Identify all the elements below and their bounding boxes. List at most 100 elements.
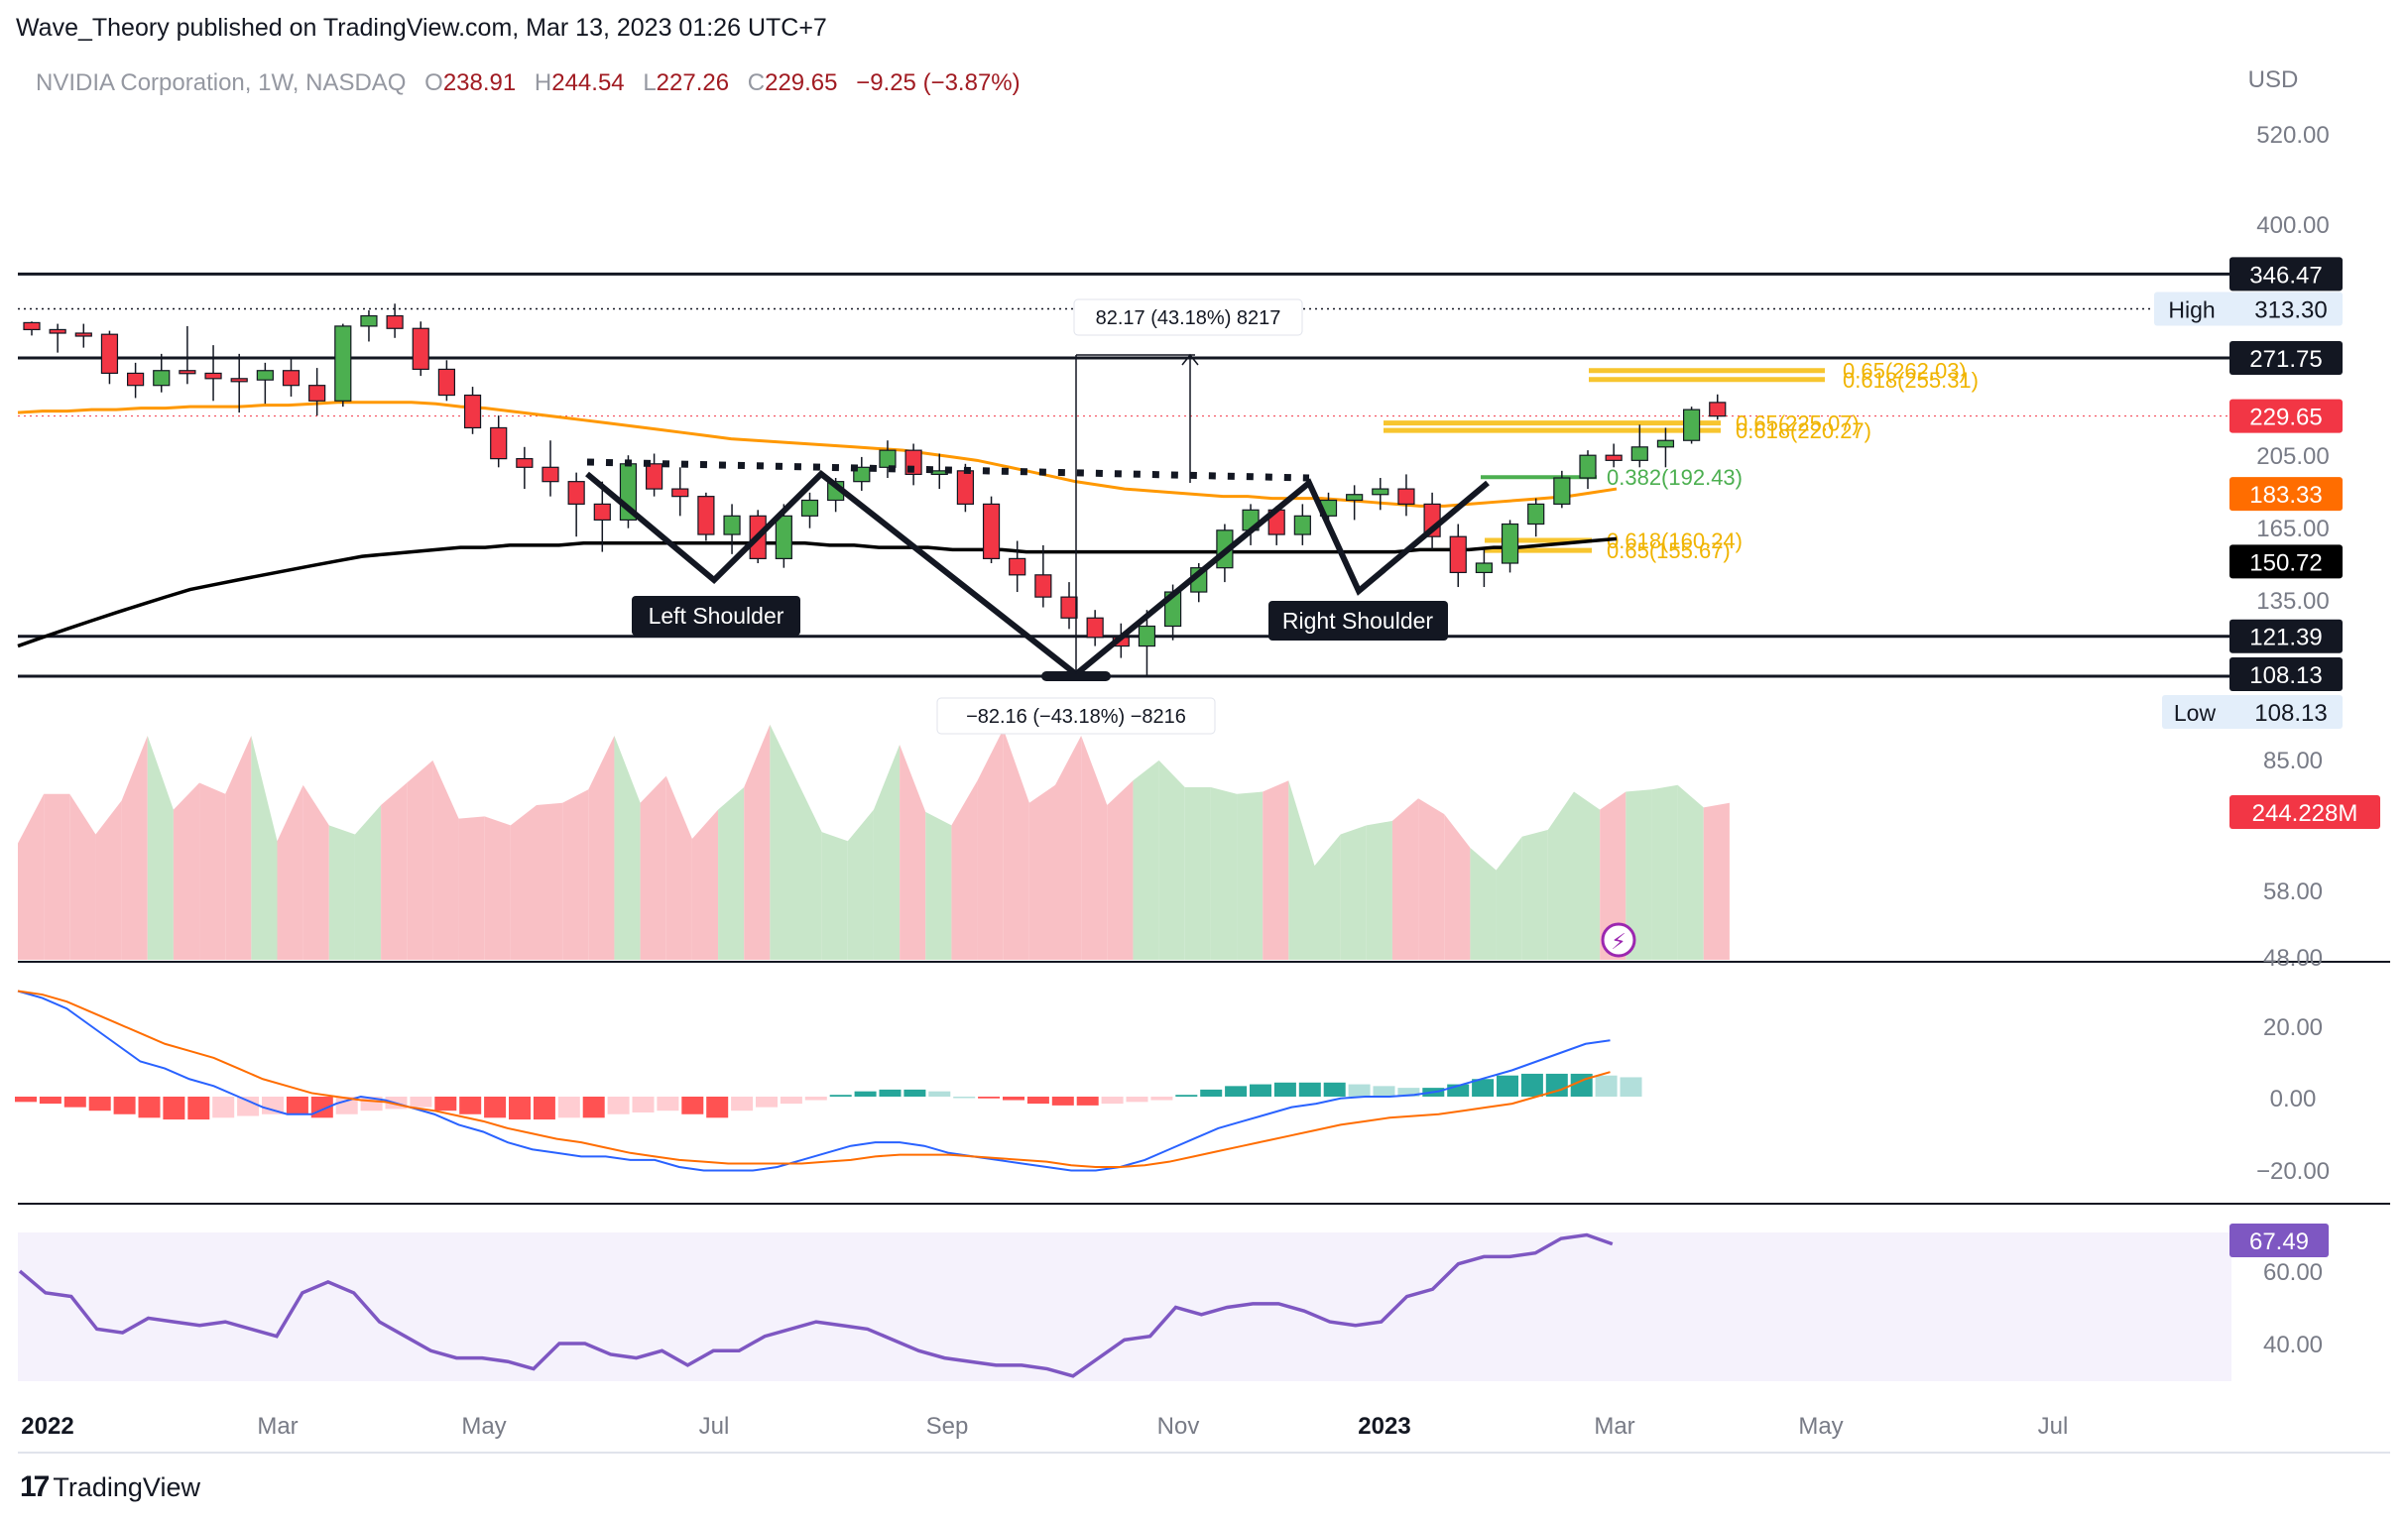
volume-alert-icon-glyph: ⚡ [1611, 930, 1625, 955]
macd-histogram-bar [756, 1097, 778, 1108]
fib-label: 0.65(262.03) [1843, 359, 1967, 384]
price-tag [2229, 399, 2343, 433]
macd-histogram-bar [1397, 1088, 1420, 1097]
level-badge-label: 108.13 [2249, 662, 2322, 689]
volume-segment [1677, 784, 1704, 960]
low-value: 227.26 [656, 69, 730, 96]
volume-segment [821, 832, 848, 960]
volume-segment [614, 736, 641, 960]
candle-body [100, 333, 119, 375]
volume-segment [1444, 814, 1471, 960]
volume-segment [407, 760, 433, 960]
macd-line [17, 990, 1611, 1172]
candle-body [179, 370, 196, 375]
volume-segment [510, 805, 537, 960]
measure-down-label: −82.16 (−43.18%) −8216 [966, 706, 1186, 728]
change-value: −9.25 (−3.87%) [856, 69, 1021, 96]
fibonacci-levels: 0.65(262.03)0.618(255.31)0.65(225.07)0.6… [1384, 359, 1979, 563]
candle-body [1060, 596, 1078, 619]
time-tick: Sep [926, 1413, 969, 1440]
macd-histogram-bar [829, 1095, 852, 1097]
candle-body [723, 515, 741, 535]
macd-histogram-bar [262, 1097, 284, 1114]
macd-histogram-bar [15, 1097, 37, 1103]
volume-segment [1107, 780, 1134, 960]
macd-histogram-bar [187, 1097, 210, 1120]
candle-body [127, 372, 145, 387]
symbol-info-bar: NVIDIA Corporation, 1W, NASDAQ O238.91 H… [36, 69, 1021, 97]
pattern-path [585, 470, 1490, 678]
volume-segment [173, 782, 200, 960]
time-tick: Mar [1594, 1413, 1634, 1440]
symbol-name[interactable]: NVIDIA Corporation, 1W, NASDAQ [36, 69, 407, 96]
volume-segment [225, 736, 252, 960]
candle-body [1009, 557, 1026, 576]
macd-histogram-bar [953, 1097, 976, 1099]
candle-body [1346, 494, 1364, 502]
macd-histogram-bar [1003, 1097, 1024, 1101]
high-label: H [534, 69, 552, 96]
macd-histogram-bar [903, 1089, 926, 1097]
low-tag-label: Low [2174, 700, 2217, 726]
price-tag-label: 183.33 [2249, 482, 2322, 509]
candle-body [1656, 439, 1675, 448]
volume-segment [691, 809, 719, 960]
rsi-line [18, 1232, 1614, 1378]
right-shoulder-tag [1268, 601, 1448, 641]
volume-segment [354, 805, 382, 960]
macd-histogram-bar [335, 1097, 358, 1114]
volume-segment [640, 775, 666, 960]
macd-histogram-bar [1595, 1075, 1618, 1097]
price-tick: 135.00 [2256, 588, 2329, 615]
candle-body [230, 378, 248, 383]
level-badge [2229, 257, 2343, 292]
rsi-pane [18, 1232, 1614, 1378]
macd-histogram-bar [434, 1097, 457, 1112]
candle-body [956, 470, 975, 505]
candle-body [516, 458, 534, 468]
macd-histogram-bar [1126, 1097, 1148, 1103]
level-badge [2229, 657, 2343, 691]
volume-segment [977, 729, 1004, 960]
candle-body [1527, 503, 1545, 526]
price-tag-label: 150.72 [2249, 549, 2322, 576]
measure-down-box [936, 697, 1216, 735]
volume-segment [1133, 760, 1159, 960]
volume-alert-icon [1601, 922, 1636, 958]
high-tag-label: High [2168, 296, 2215, 322]
volume-segment [18, 793, 45, 960]
volume-segment [1028, 784, 1055, 960]
volume-segment [900, 745, 926, 960]
macd-histogram-bar [1026, 1097, 1049, 1105]
volume-segment [1547, 791, 1574, 960]
volume-segment [1003, 729, 1029, 960]
macd-histogram-bar [582, 1097, 605, 1118]
macd-histogram-bar [509, 1097, 531, 1120]
volume-segment [1340, 825, 1367, 960]
candle-body [490, 426, 508, 460]
price-tick: 520.00 [2256, 122, 2329, 149]
time-tick: 2022 [21, 1413, 73, 1440]
candle-body [671, 488, 689, 498]
tradingview-brand: 17 TradingView [20, 1470, 200, 1504]
volume-segment [1288, 780, 1315, 960]
macd-histogram-bar [632, 1097, 655, 1112]
volume-tag-label: 244.228M [2252, 800, 2358, 827]
macd-tick: −20.00 [2256, 1158, 2330, 1185]
left-shoulder-tag [632, 596, 800, 636]
rsi-tick: 60.00 [2263, 1259, 2323, 1286]
candle-body [23, 321, 41, 331]
volume-segment [484, 816, 511, 960]
measure-up-box [1073, 298, 1303, 336]
macd-histogram-bar [286, 1097, 308, 1114]
macd-histogram-bar [1373, 1086, 1395, 1097]
volume-segment [1237, 791, 1264, 960]
volume-segment [1574, 791, 1601, 960]
volume-segment [199, 782, 226, 960]
price-tick: 48.00 [2263, 945, 2323, 972]
rsi-tag [2229, 1224, 2329, 1257]
macd-histogram-bar [1323, 1082, 1346, 1097]
macd-histogram-bar [706, 1097, 729, 1118]
time-tick: Jul [699, 1413, 730, 1440]
